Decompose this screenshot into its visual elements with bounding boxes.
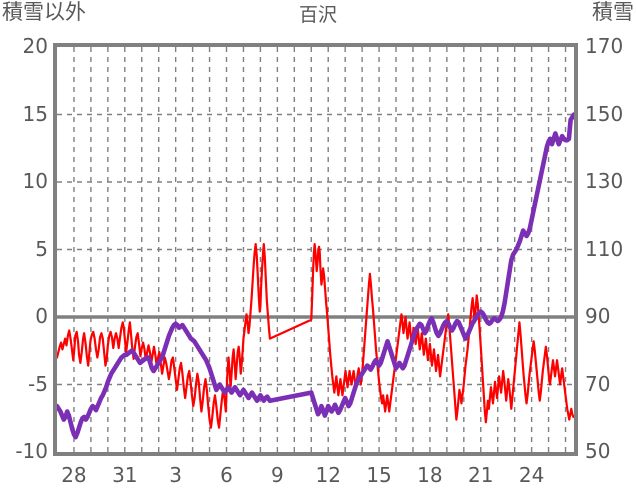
x-tick-9: 24	[518, 463, 545, 487]
left-axis-title: 積雪以外	[2, 0, 86, 24]
x-tick-3: 6	[220, 463, 233, 487]
x-tick-0: 28	[61, 463, 87, 487]
y-tick-left-20: 20	[22, 34, 48, 58]
x-tick-6: 15	[366, 463, 392, 487]
plot-area	[57, 47, 574, 452]
y-tick-left--10: -10	[15, 439, 48, 463]
x-tick-4: 9	[270, 463, 284, 487]
plot-frame	[53, 43, 578, 456]
x-tick-2: 3	[169, 463, 182, 487]
x-tick-5: 12	[315, 463, 341, 487]
y-tick-right-50: 50	[585, 439, 611, 463]
plot-svg	[57, 47, 574, 452]
horizontal-gridlines	[57, 113, 574, 386]
y-tick-right-150: 150	[585, 101, 624, 126]
x-tick-1: 31	[112, 463, 138, 487]
y-tick-left-5: 5	[35, 236, 48, 261]
y-tick-left-0: 0	[35, 304, 48, 328]
x-tick-8: 21	[468, 463, 494, 487]
y-tick-right-130: 130	[585, 169, 624, 193]
series-layer	[57, 112, 574, 440]
y-tick-right-170: 170	[585, 34, 624, 58]
x-tick-7: 18	[417, 463, 443, 487]
y-tick-left-10: 10	[22, 169, 48, 193]
y-tick-left-15: 15	[22, 101, 48, 126]
right-axis-title: 積雪	[592, 0, 634, 24]
y-tick-right-70: 70	[585, 371, 611, 396]
y-tick-left--5: -5	[28, 371, 48, 396]
y-tick-right-90: 90	[585, 304, 611, 328]
y-tick-right-110: 110	[585, 236, 624, 261]
page-title: 百沢	[298, 4, 337, 26]
series-line-2	[57, 112, 574, 440]
